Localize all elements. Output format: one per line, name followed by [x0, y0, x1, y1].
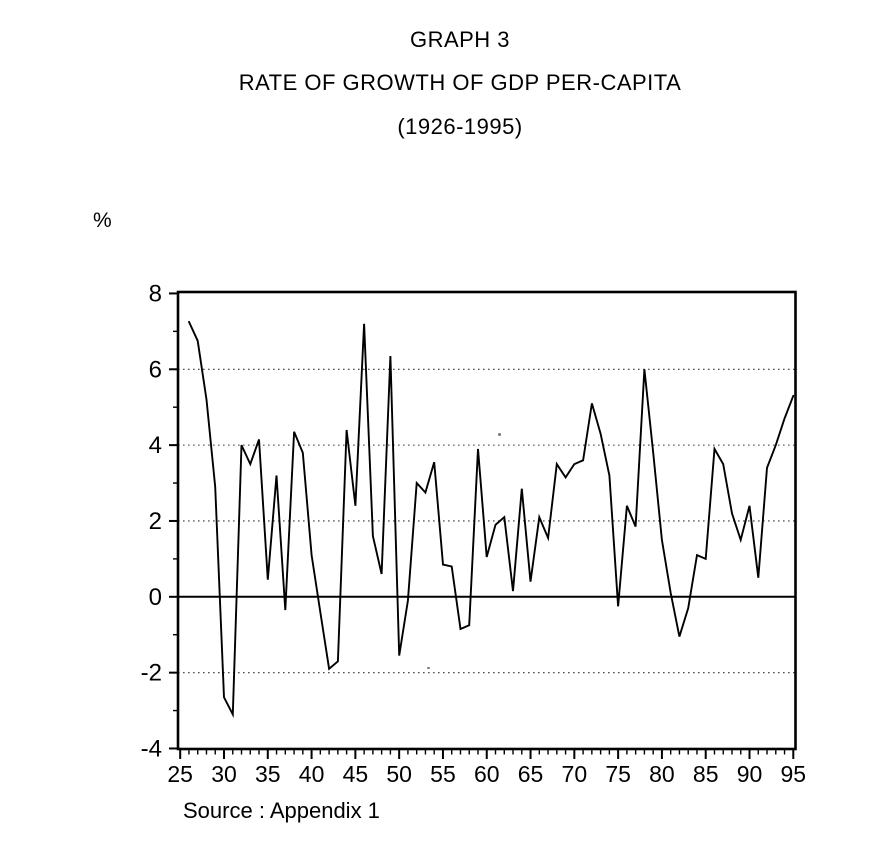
x-tick-label: 85 — [693, 761, 719, 787]
graph-number-title: GRAPH 3 — [409, 27, 511, 52]
x-tick-label: 95 — [781, 761, 807, 787]
y-tick-label: 0 — [149, 584, 162, 611]
gdp-per-capita-growth-line — [188, 320, 795, 719]
chart-title: RATE OF GROWTH OF GDP PER-CAPITA — [238, 70, 682, 95]
x-tick-label: 45 — [343, 761, 369, 787]
x-tick-label: 30 — [211, 761, 237, 787]
y-tick-label: -4 — [141, 735, 162, 762]
scan-speck — [427, 667, 430, 669]
x-tick-label: 75 — [605, 761, 631, 787]
y-tick-label: 2 — [149, 508, 162, 535]
y-tick-label: -2 — [141, 660, 162, 687]
x-tick-label: 70 — [562, 761, 588, 787]
y-axis-unit-label: % — [93, 209, 112, 232]
x-tick-label: 40 — [299, 761, 325, 787]
scan-speck — [498, 433, 501, 436]
source-note: Source : Appendix 1 — [183, 798, 380, 823]
x-tick-label: 50 — [386, 761, 412, 787]
x-tick-label: 80 — [649, 761, 675, 787]
x-tick-label: 55 — [430, 761, 456, 787]
y-tick-label: 6 — [149, 356, 162, 383]
y-tick-label: 4 — [149, 432, 162, 459]
x-tick-label: 60 — [474, 761, 500, 787]
y-tick-label: 8 — [149, 280, 162, 307]
chart-subtitle-years: (1926-1995) — [397, 114, 523, 139]
plot-frame — [176, 290, 797, 751]
x-tick-label: 25 — [167, 761, 193, 787]
x-tick-label: 35 — [255, 761, 281, 787]
x-tick-label: 90 — [737, 761, 763, 787]
x-tick-label: 65 — [518, 761, 544, 787]
